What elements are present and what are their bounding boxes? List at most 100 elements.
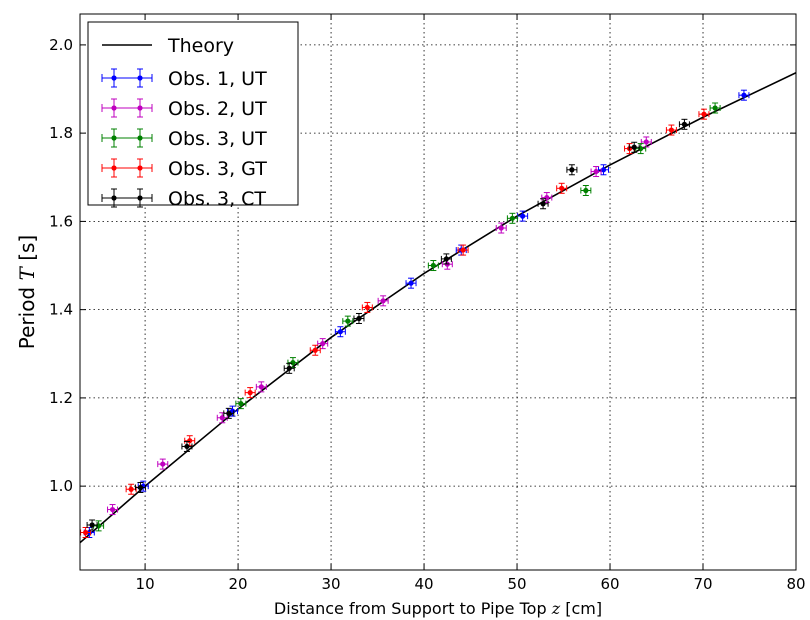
marker: [380, 298, 386, 304]
y-axis-label-var: T: [15, 266, 39, 281]
x-tick-label: 10: [136, 575, 155, 593]
plot-area: [80, 71, 796, 544]
marker: [408, 280, 414, 286]
marker: [701, 111, 707, 117]
data-point: [244, 387, 256, 399]
x-tick-label: 20: [229, 575, 248, 593]
data-point: [361, 301, 373, 313]
y-axis-label-unit: [s]: [15, 235, 39, 267]
x-tick-label: 40: [415, 575, 434, 593]
marker: [290, 360, 296, 366]
legend-swatch-marker: [137, 75, 143, 81]
legend-label: Theory: [167, 35, 234, 57]
marker: [219, 415, 225, 421]
marker: [238, 401, 244, 407]
y-tick-label: 2.0: [49, 36, 73, 54]
marker: [668, 127, 674, 133]
marker: [498, 225, 504, 231]
data-point: [287, 357, 299, 369]
legend-label: Obs. 2, UT: [168, 98, 267, 120]
legend-label: Obs. 1, UT: [168, 68, 267, 90]
data-point: [440, 253, 452, 265]
marker: [337, 329, 343, 335]
legend-swatch-marker: [111, 75, 117, 81]
data-point: [427, 260, 439, 272]
marker: [681, 121, 688, 127]
marker: [569, 167, 575, 173]
data-point: [665, 124, 677, 136]
legend-swatch-marker: [137, 135, 143, 141]
x-axis-label-var: z: [551, 599, 561, 618]
marker: [544, 194, 550, 201]
marker: [109, 506, 116, 513]
data-point: [181, 440, 193, 452]
legend-entry: Obs. 3, UT: [101, 128, 267, 150]
marker: [540, 201, 546, 207]
data-point: [495, 222, 507, 234]
marker: [559, 185, 565, 191]
data-point: [342, 315, 354, 327]
data-point: [134, 481, 146, 493]
legend-box: [87, 21, 299, 206]
marker: [247, 390, 253, 396]
data-point: [628, 141, 640, 153]
x-tick-label: 70: [693, 575, 712, 593]
legend-entry-theory: Theory: [102, 35, 234, 57]
data-point: [640, 136, 652, 148]
legend: Theory Obs. 1, UT Obs. 2, UT Obs. 3, UT Obs.…: [87, 21, 299, 210]
data-point: [309, 344, 321, 356]
data-point: [598, 164, 610, 176]
data-point: [317, 338, 329, 350]
marker: [741, 92, 747, 98]
y-tick-label: 1.8: [49, 124, 73, 142]
legend-label: Obs. 3, CT: [168, 188, 266, 210]
marker: [160, 461, 166, 467]
marker: [600, 167, 607, 173]
x-tick-label: 50: [507, 575, 526, 593]
data-point: [506, 212, 518, 224]
y-tick-label: 1.2: [49, 389, 73, 407]
legend-entry: Obs. 2, UT: [101, 98, 267, 120]
marker: [520, 213, 526, 219]
series-obs-3-ct: [86, 118, 690, 531]
data-point: [698, 108, 710, 120]
legend-swatch-marker: [111, 195, 117, 201]
marker: [137, 484, 144, 491]
data-point: [556, 182, 568, 194]
data-point: [457, 244, 469, 256]
data-point: [157, 458, 169, 470]
data-point: [738, 89, 750, 101]
marker: [345, 318, 351, 324]
marker: [593, 168, 599, 175]
data-point: [353, 312, 365, 324]
theory-curve-group: [80, 71, 796, 544]
legend-label: Obs. 3, GT: [168, 158, 267, 180]
legend-entry: Obs. 1, UT: [101, 68, 267, 90]
data-point: [405, 277, 417, 289]
x-axis-label: Distance from Support to Pipe Top z [cm]: [274, 599, 602, 618]
data-point: [216, 412, 228, 424]
marker: [712, 105, 718, 111]
data-point: [223, 407, 235, 419]
theory-curve: [80, 71, 796, 544]
y-tick-label: 1.4: [49, 301, 73, 319]
axis-ticks: 10 20 30 40 50 60 70 80 1.0 1.2 1.4 1.6 1.8 2.0: [49, 14, 806, 593]
data-point: [590, 166, 602, 178]
series-obs-3-gt: [80, 108, 710, 538]
legend-entry: Obs. 3, GT: [101, 158, 267, 180]
data-point: [86, 519, 98, 531]
marker: [187, 438, 193, 444]
marker: [320, 341, 326, 347]
marker: [82, 529, 89, 536]
x-tick-label: 80: [786, 575, 805, 593]
data-points: [80, 89, 750, 538]
x-tick-label: 30: [322, 575, 341, 593]
marker: [226, 410, 232, 416]
data-point: [184, 435, 196, 447]
legend-swatch-marker: [137, 195, 143, 201]
legend-label: Obs. 3, UT: [168, 128, 267, 150]
marker: [89, 522, 95, 528]
data-point: [107, 504, 119, 516]
data-point: [580, 185, 592, 197]
data-point: [566, 164, 578, 176]
